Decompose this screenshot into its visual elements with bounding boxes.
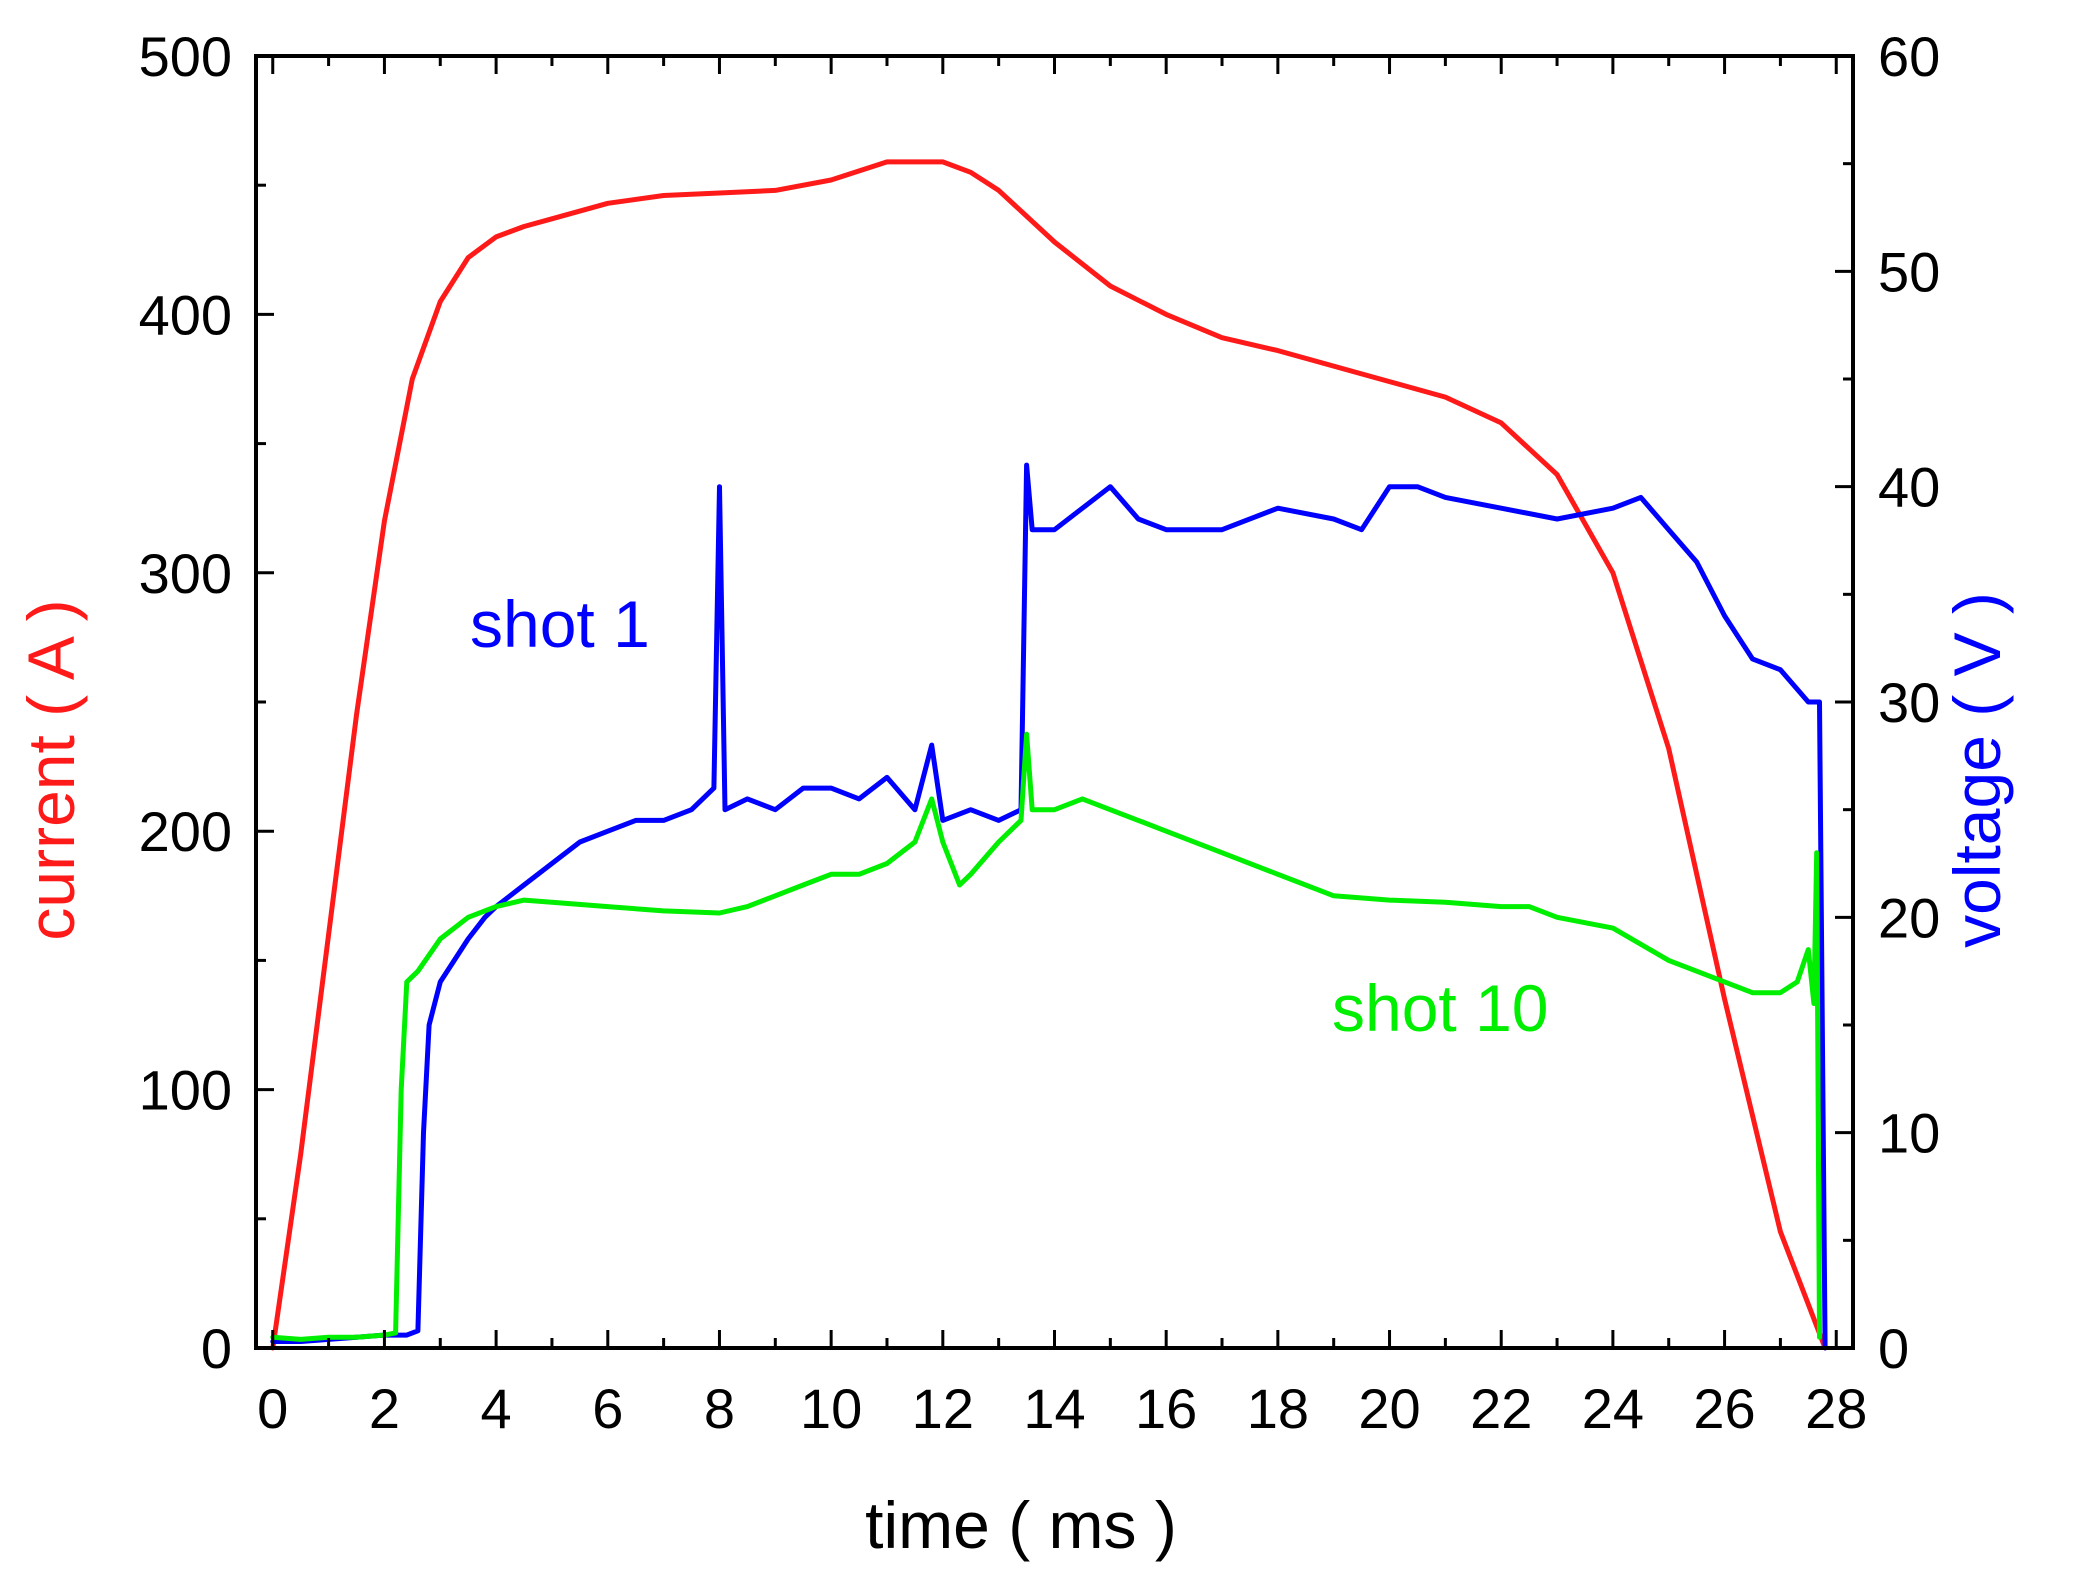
x-tick-label: 20 [1358, 1377, 1420, 1440]
y-axis-right-title: voltage ( V ) [1940, 592, 2014, 948]
series-layer [270, 159, 1828, 1351]
y-right-tick-label: 60 [1878, 25, 1940, 88]
y-axis-left-title-prefix: current [14, 735, 88, 940]
series-line-shot-10 [270, 731, 1822, 1342]
x-tick-label: 18 [1247, 1377, 1309, 1440]
y-right-tick-label: 0 [1878, 1317, 1909, 1380]
annotation-shot1: shot 1 [470, 587, 650, 661]
series-line-shot-1 [270, 462, 1828, 1351]
series-line-current [270, 159, 1828, 1351]
x-tick-label: 0 [257, 1377, 288, 1440]
y-right-tick-label: 20 [1878, 886, 1940, 949]
y-right-tick-label: 10 [1878, 1102, 1940, 1165]
x-tick-label: 4 [481, 1377, 512, 1440]
x-axis-title: time ( ms ) [865, 1488, 1177, 1562]
y-axis-right-title-unit: ( V ) [1940, 592, 2014, 717]
x-tick-label: 2 [369, 1377, 400, 1440]
x-tick-label: 26 [1693, 1377, 1755, 1440]
y-left-tick-label: 100 [139, 1059, 232, 1122]
y-left-tick-label: 200 [139, 800, 232, 863]
y-right-tick-label: 50 [1878, 240, 1940, 303]
x-tick-label: 24 [1582, 1377, 1644, 1440]
y-axis-right-title-prefix: voltage [1940, 735, 2014, 948]
x-tick-label: 14 [1023, 1377, 1085, 1440]
x-tick-label: 22 [1470, 1377, 1532, 1440]
y-left-tick-label: 500 [139, 25, 232, 88]
y-left-tick-label: 300 [139, 542, 232, 605]
y-axis-left-title-unit: ( A ) [14, 599, 88, 716]
x-tick-label: 10 [800, 1377, 862, 1440]
x-tick-label: 16 [1135, 1377, 1197, 1440]
y-right-tick-label: 30 [1878, 671, 1940, 734]
y-right-tick-label: 40 [1878, 456, 1940, 519]
x-tick-label: 8 [704, 1377, 735, 1440]
x-tick-label: 28 [1805, 1377, 1867, 1440]
y-left-tick-label: 0 [201, 1317, 232, 1380]
axes-layer: 0 2 4 6 8 10 12 14 16 18 20 22 24 26 28010020030040050… [139, 25, 1941, 1440]
x-tick-label: 6 [592, 1377, 623, 1440]
x-tick-label: 12 [912, 1377, 974, 1440]
y-left-tick-label: 400 [139, 283, 232, 346]
y-axis-left-title: current ( A ) [14, 599, 88, 940]
annotation-shot10: shot 10 [1332, 971, 1549, 1045]
